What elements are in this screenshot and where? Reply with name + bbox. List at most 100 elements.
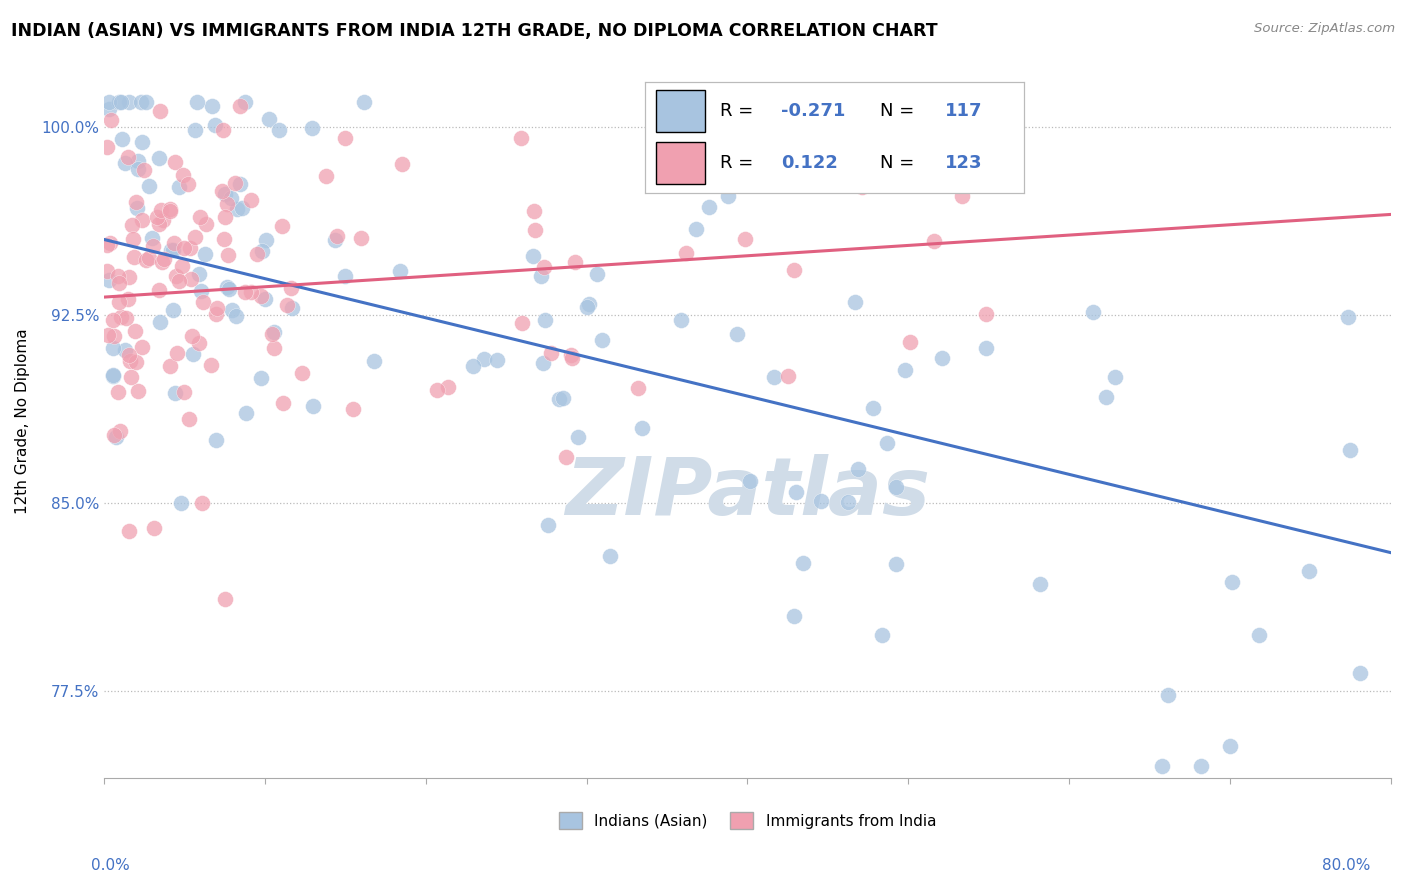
Point (540, 346, 562, 360)
Point (870, 628, 893, 642)
Point (1150, 758, 1173, 772)
Point (117, 95, 139, 109)
Point (846, 462, 869, 476)
Point (1189, 758, 1212, 772)
Point (567, 429, 589, 443)
Point (426, 383, 449, 397)
Point (578, 297, 600, 311)
Point (837, 495, 859, 509)
Point (599, 549, 621, 564)
Point (169, 179, 191, 194)
Point (894, 363, 917, 377)
Point (1220, 574, 1243, 589)
Point (191, 294, 214, 309)
Point (1348, 665, 1371, 680)
Point (107, 295, 129, 310)
Point (184, 229, 207, 244)
Point (214, 210, 236, 224)
Point (734, 232, 756, 246)
Point (172, 168, 194, 182)
Point (1298, 564, 1320, 578)
Point (976, 307, 998, 321)
Point (1029, 577, 1052, 591)
Point (560, 348, 582, 362)
Point (149, 104, 172, 119)
Point (180, 329, 202, 343)
Point (1081, 305, 1104, 319)
Point (224, 176, 246, 190)
Point (276, 298, 298, 312)
Point (675, 246, 697, 260)
Point (269, 123, 291, 137)
Point (333, 131, 356, 145)
Point (181, 347, 204, 361)
Point (523, 204, 546, 219)
Point (103, 328, 125, 343)
Point (302, 399, 325, 413)
Text: 0.0%: 0.0% (91, 858, 131, 873)
Point (211, 123, 233, 137)
Point (141, 231, 163, 245)
Point (97, 273, 120, 287)
Point (762, 370, 785, 384)
Point (564, 254, 586, 268)
Point (233, 95, 256, 109)
Point (134, 162, 156, 177)
Point (231, 201, 253, 215)
Point (127, 202, 149, 216)
Point (250, 244, 273, 258)
Point (325, 229, 347, 244)
Point (254, 233, 277, 247)
Point (280, 281, 302, 295)
Point (131, 212, 153, 227)
Point (166, 346, 188, 360)
Point (152, 213, 174, 227)
Point (555, 450, 578, 464)
Point (239, 193, 262, 207)
Point (219, 191, 242, 205)
Point (184, 123, 207, 137)
Y-axis label: 12th Grade, No Diploma: 12th Grade, No Diploma (15, 328, 30, 514)
Point (291, 367, 314, 381)
Point (96, 238, 118, 252)
Point (785, 485, 807, 500)
Point (851, 180, 873, 194)
Point (110, 95, 132, 109)
Point (630, 421, 652, 435)
Point (342, 401, 364, 416)
Point (974, 341, 997, 355)
Point (107, 268, 129, 283)
Point (218, 282, 240, 296)
Point (170, 259, 193, 273)
Point (111, 132, 134, 146)
Point (97, 327, 120, 342)
Point (510, 316, 533, 330)
Point (110, 310, 132, 324)
Point (97, 95, 120, 109)
Point (204, 433, 226, 447)
Point (221, 302, 243, 317)
Point (167, 275, 190, 289)
Point (200, 358, 222, 372)
Point (214, 186, 236, 201)
Point (950, 189, 973, 203)
Point (148, 283, 170, 297)
Point (100, 113, 122, 128)
Point (524, 223, 547, 237)
Point (98, 235, 121, 250)
Point (575, 300, 598, 314)
Point (173, 384, 195, 399)
Point (117, 150, 139, 164)
Point (437, 379, 460, 393)
Point (240, 285, 263, 299)
Point (190, 496, 212, 510)
Point (301, 120, 323, 135)
Point (783, 609, 806, 624)
Point (114, 156, 136, 170)
Point (522, 249, 544, 263)
Point (163, 236, 186, 251)
Point (159, 359, 181, 373)
Point (107, 385, 129, 400)
Point (118, 269, 141, 284)
Point (217, 279, 239, 293)
